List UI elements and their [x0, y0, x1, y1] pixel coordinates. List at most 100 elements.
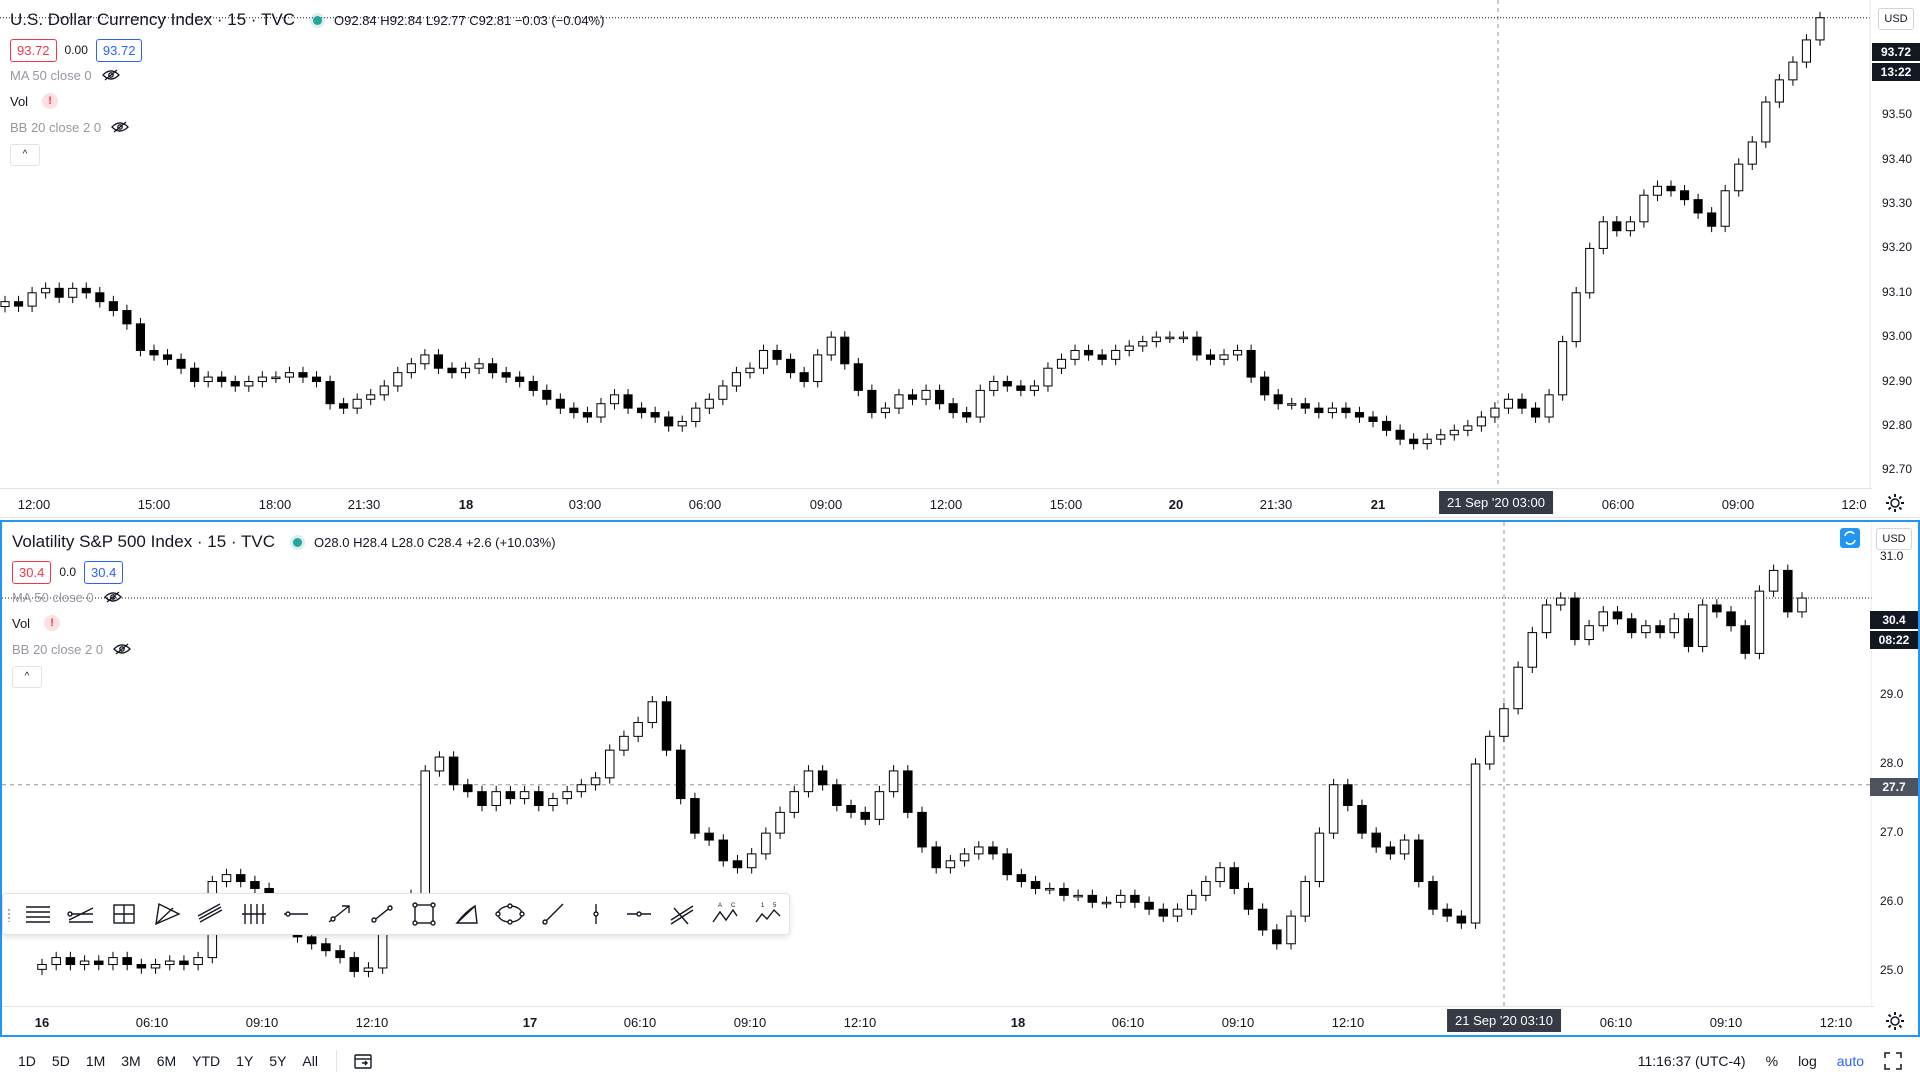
triangle-tool[interactable] [446, 895, 489, 933]
candle [1165, 331, 1175, 344]
range-button-6m[interactable]: 6M [156, 1053, 177, 1069]
sell-price-box[interactable]: 30.4 [12, 560, 52, 584]
currency-label[interactable]: USD [1878, 8, 1914, 30]
collapse-legend-button[interactable]: ^ [12, 666, 42, 688]
goto-date-icon[interactable] [353, 1052, 375, 1070]
fullscreen-icon[interactable] [1884, 1052, 1902, 1070]
range-button-3m[interactable]: 3M [121, 1053, 141, 1069]
range-button-1d[interactable]: 1D [18, 1053, 36, 1069]
indicator-ma[interactable]: MA 50 close 0 [12, 584, 556, 610]
range-button-5d[interactable]: 5D [51, 1053, 70, 1069]
currency-label[interactable]: USD [1876, 528, 1912, 550]
vertical-line-tool[interactable] [575, 895, 618, 933]
hidden-eye-icon[interactable] [111, 121, 129, 133]
log-toggle[interactable]: log [1798, 1053, 1817, 1069]
candle [1774, 73, 1784, 108]
indicator-bb[interactable]: BB 20 close 2 0 [10, 114, 604, 140]
indicator-vol[interactable]: Vol ! [12, 610, 556, 636]
candle [661, 695, 672, 756]
cross-line-tool[interactable] [660, 895, 703, 933]
horizontal-ray-icon [283, 911, 308, 917]
spread-value: 0.0 [59, 565, 76, 579]
percent-toggle[interactable]: % [1765, 1053, 1779, 1069]
candle [609, 388, 620, 410]
gear-icon[interactable] [1885, 1011, 1905, 1031]
vix-chart-pane[interactable]: Volatility S&P 500 Index · 15 · TVC O28.… [0, 520, 1920, 1037]
auto-toggle[interactable]: auto [1836, 1053, 1864, 1069]
horizontal-ray-tool[interactable] [274, 895, 317, 933]
candle [321, 937, 331, 957]
rectangle-tool[interactable] [403, 895, 446, 933]
fixed-range-tool[interactable] [231, 895, 274, 933]
range-button-5y[interactable]: 5Y [269, 1053, 287, 1069]
time-label: 09:00 [809, 497, 843, 512]
candle [1555, 592, 1566, 611]
hidden-eye-icon[interactable] [101, 69, 120, 81]
arrow-tool[interactable] [317, 895, 360, 933]
ellipse-tool[interactable] [489, 895, 532, 933]
fib-retracement-tool[interactable] [17, 895, 60, 933]
candle [1740, 619, 1750, 660]
dxy-chart-pane[interactable]: U.S. Dollar Currency Index · 15 · TVC O9… [0, 0, 1920, 518]
indicator-ma[interactable]: MA 50 close 0 [10, 62, 604, 88]
dxy-time-axis[interactable]: 12:0 09:00 06:00 21 21:30 20 15:00 12:00 09:00 06… [0, 488, 1872, 518]
warning-icon[interactable]: ! [42, 93, 59, 109]
indicator-vol[interactable]: Vol ! [10, 88, 604, 114]
time-label: 03:00 [568, 497, 602, 512]
candle [1314, 402, 1324, 419]
clock[interactable]: 11:16:37 (UTC-4) [1637, 1053, 1746, 1069]
candle [1697, 599, 1708, 653]
candle [1201, 875, 1211, 902]
dxy-candle-plot[interactable] [0, 0, 1872, 488]
dxy-legend: U.S. Dollar Currency Index · 15 · TVC O9… [10, 10, 604, 166]
horizontal-line-tool[interactable] [617, 895, 660, 933]
candle [826, 331, 836, 361]
range-button-1y[interactable]: 1Y [236, 1053, 254, 1069]
collapse-legend-button[interactable]: ^ [10, 144, 40, 166]
candle [786, 353, 796, 379]
time-label: 09:00 [1721, 497, 1755, 512]
parallel-channel-tool[interactable] [189, 895, 232, 933]
rectangle-icon [412, 902, 437, 926]
hidden-eye-icon[interactable] [103, 591, 122, 603]
candle [534, 785, 544, 812]
candle [1124, 340, 1134, 357]
trend-line-tool[interactable] [360, 895, 403, 933]
candle [846, 799, 856, 819]
candle [1257, 903, 1268, 936]
candle [1414, 834, 1424, 888]
candle [789, 785, 800, 819]
candle [1428, 875, 1438, 916]
range-button-all[interactable]: All [302, 1053, 318, 1069]
vix-time-axis[interactable]: 12:10 09:10 06:10 12:10 09:10 06:10 18 12:10 09:… [2, 1006, 1874, 1036]
pitchfork-tool[interactable] [60, 895, 103, 933]
candle [1470, 758, 1481, 929]
gann-box-tool[interactable] [103, 895, 146, 933]
symbol-title[interactable]: Volatility S&P 500 Index · 15 · TVC [12, 532, 276, 551]
candle [853, 357, 863, 397]
warning-icon[interactable]: ! [44, 615, 61, 631]
symbol-title[interactable]: U.S. Dollar Currency Index · 15 · TVC [10, 10, 295, 29]
range-button-1m[interactable]: 1M [85, 1053, 106, 1069]
range-button-ytd[interactable]: YTD [192, 1053, 221, 1069]
gear-icon[interactable] [1885, 493, 1905, 513]
sync-icon[interactable] [1840, 528, 1860, 548]
arrow-icon [328, 905, 350, 923]
price-scale-label: 29.0 [1880, 686, 1904, 701]
time-label: 21:30 [347, 497, 381, 512]
candle [203, 371, 213, 388]
drag-handle[interactable] [7, 908, 11, 922]
fib-fan-tool[interactable] [146, 895, 189, 933]
sell-price-box[interactable]: 93.72 [10, 38, 57, 62]
candle [1158, 903, 1169, 922]
indicator-bb[interactable]: BB 20 close 2 0 [12, 636, 556, 662]
buy-price-box[interactable]: 93.72 [95, 38, 143, 62]
buy-price-box[interactable]: 30.4 [84, 560, 124, 584]
hidden-eye-icon[interactable] [113, 643, 131, 655]
time-label: 12:0 [1841, 497, 1867, 512]
ray-tool[interactable] [532, 895, 575, 933]
time-label: 12:00 [929, 497, 963, 512]
